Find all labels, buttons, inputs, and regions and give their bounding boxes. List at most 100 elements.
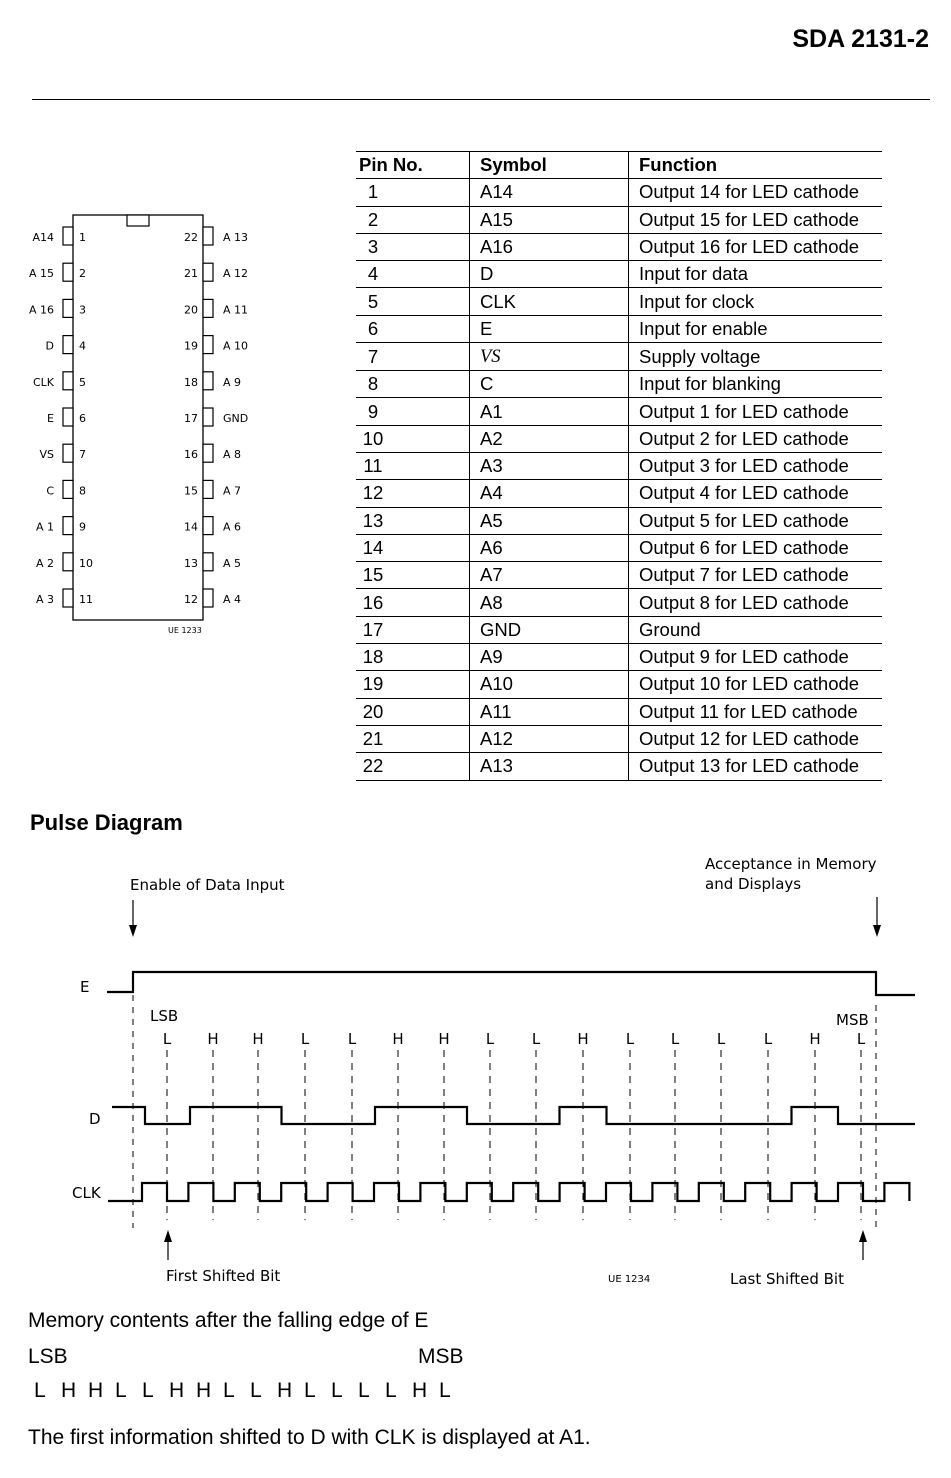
left-pin-label: C — [46, 484, 54, 497]
signal-e-label: E — [80, 978, 89, 996]
pin1-notch — [126, 214, 150, 227]
function-cell: Output 2 for LED cathode — [628, 425, 882, 453]
left-pin-number: 11 — [79, 593, 93, 606]
memory-bit: L — [304, 1379, 316, 1402]
table-row: 16 A8 Output 8 for LED cathode — [356, 588, 882, 617]
pin-number: 21 — [362, 728, 384, 750]
right-pin-label: A 8 — [223, 448, 241, 461]
bit-label: H — [252, 1030, 263, 1048]
symbol-text: VS — [480, 347, 501, 368]
pulse-ref-code: UE 1234 — [608, 1274, 650, 1285]
table-row: 1 A14 Output 14 for LED cathode — [356, 178, 882, 207]
right-pin-label: GND — [223, 412, 248, 425]
bit-label: L — [671, 1030, 680, 1048]
right-pin-label: A 12 — [223, 267, 248, 280]
pin-number-cell: 7 — [356, 342, 470, 372]
function-cell: Output 16 for LED cathode — [628, 233, 882, 262]
left-pin — [62, 226, 74, 246]
left-pin-label: CLK — [33, 376, 55, 389]
right-pin-number: 19 — [184, 340, 198, 353]
pin-number-cell: 6 — [356, 315, 470, 344]
last-bit-arrow-head — [859, 1230, 867, 1242]
memory-bit: H — [169, 1379, 185, 1402]
acceptance-label-line1: Acceptance in Memory — [705, 855, 877, 873]
memory-msb-label: MSB — [418, 1345, 464, 1368]
pulse-diagram-title: Pulse Diagram — [30, 810, 183, 835]
symbol-cell: A7 — [469, 561, 629, 590]
left-pin-number: 5 — [79, 376, 86, 389]
bit-label: L — [532, 1030, 541, 1048]
symbol-cell: C — [469, 370, 629, 399]
symbol-cell: A4 — [469, 479, 629, 508]
pin-number: 2 — [367, 208, 379, 230]
memory-bit: L — [223, 1379, 235, 1402]
bit-label: L — [348, 1030, 357, 1048]
pin-number-cell: 19 — [356, 670, 470, 699]
left-pin-number: 3 — [79, 303, 86, 316]
symbol-cell: A3 — [469, 452, 629, 481]
document-title: SDA 2131-2 — [792, 25, 929, 53]
left-pin — [62, 262, 74, 282]
memory-bit: L — [115, 1379, 127, 1402]
function-cell: Output 11 for LED cathode — [628, 698, 882, 726]
header-function: Function — [628, 151, 882, 180]
bit-label: L — [163, 1030, 172, 1048]
last-shifted-bit-label: Last Shifted Bit — [730, 1270, 844, 1288]
pin-number-cell: 21 — [356, 725, 470, 754]
bit-label: L — [626, 1030, 635, 1048]
symbol-cell: A10 — [469, 670, 629, 699]
d-waveform — [112, 1105, 915, 1126]
symbol-cell: A16 — [469, 233, 629, 262]
right-pin-label: A 11 — [223, 303, 248, 316]
right-pin-number: 12 — [184, 593, 198, 606]
function-cell: Output 7 for LED cathode — [628, 561, 882, 590]
table-row: 11 A3 Output 3 for LED cathode — [356, 452, 882, 481]
right-pin-number: 17 — [184, 412, 198, 425]
function-cell: Supply voltage — [628, 342, 882, 372]
pin-number: 7 — [367, 345, 379, 367]
pin-number: 11 — [363, 455, 383, 477]
memory-bit: H — [196, 1379, 212, 1402]
pin-number: 18 — [362, 646, 384, 668]
table-row: 7 VS Supply voltage — [356, 342, 882, 372]
pin-number-cell: 8 — [356, 370, 470, 399]
pin-number: 13 — [362, 509, 384, 531]
bit-label: L — [764, 1030, 773, 1048]
left-pin — [62, 588, 74, 608]
memory-bit: H — [88, 1379, 104, 1402]
signal-clk-label: CLK — [72, 1184, 102, 1202]
right-pin-number: 15 — [184, 484, 198, 497]
function-cell: Output 8 for LED cathode — [628, 588, 882, 617]
left-pin-number: 4 — [79, 340, 86, 353]
table-row: 2 A15 Output 15 for LED cathode — [356, 206, 882, 234]
function-cell: Output 15 for LED cathode — [628, 206, 882, 234]
pin-number-cell: 12 — [356, 479, 470, 508]
pin-definition-table: Pin No. Symbol Function 1 A14 Output 14 fo… — [356, 151, 882, 781]
symbol-cell: D — [469, 260, 629, 289]
first-shifted-bit-label: First Shifted Bit — [166, 1267, 280, 1285]
left-pin — [62, 443, 74, 463]
pin-number-cell: 1 — [356, 178, 470, 207]
symbol-cell: VS — [469, 342, 629, 372]
pin-number-cell: 17 — [356, 616, 470, 645]
left-pin-label: A 16 — [29, 303, 54, 316]
right-pin — [202, 407, 214, 427]
pin-number-cell: 22 — [356, 752, 470, 781]
left-pin-label: D — [46, 340, 54, 353]
right-pin-number: 21 — [184, 267, 198, 280]
function-cell: Output 6 for LED cathode — [628, 534, 882, 563]
acceptance-arrow-head — [873, 925, 881, 937]
symbol-cell: E — [469, 315, 629, 344]
pin-number: 1 — [367, 181, 379, 203]
memory-bit: L — [34, 1379, 46, 1402]
table-row: 22 A13 Output 13 for LED cathode — [356, 752, 882, 781]
pin-number-cell: 10 — [356, 425, 470, 453]
right-pin — [202, 479, 214, 499]
pin-number-cell: 5 — [356, 287, 470, 316]
left-pin-label: A 2 — [36, 557, 54, 570]
function-cell: Output 13 for LED cathode — [628, 752, 882, 781]
right-pin — [202, 371, 214, 391]
bit-label: L — [717, 1030, 726, 1048]
right-pin — [202, 298, 214, 318]
